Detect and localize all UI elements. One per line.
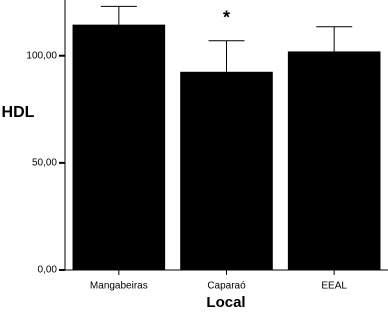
y-tick-label: 0,00: [38, 265, 58, 276]
bar: [72, 24, 166, 271]
error-bar: [208, 40, 245, 72]
x-axis-label: Local: [206, 294, 245, 311]
y-tick-label: 50,00: [32, 157, 57, 168]
y-axis-label: HDL: [2, 104, 35, 121]
annotation: *: [223, 7, 230, 27]
error-bar: [316, 26, 353, 52]
bar: [287, 51, 381, 270]
error-bar: [100, 5, 137, 25]
y-tick-label: 100,00: [26, 50, 57, 61]
x-tick-label: Caparaó: [207, 281, 246, 292]
x-tick-label: EEAL: [321, 281, 347, 292]
x-tick-label: Mangabeiras: [90, 281, 148, 292]
bar: [180, 71, 273, 271]
